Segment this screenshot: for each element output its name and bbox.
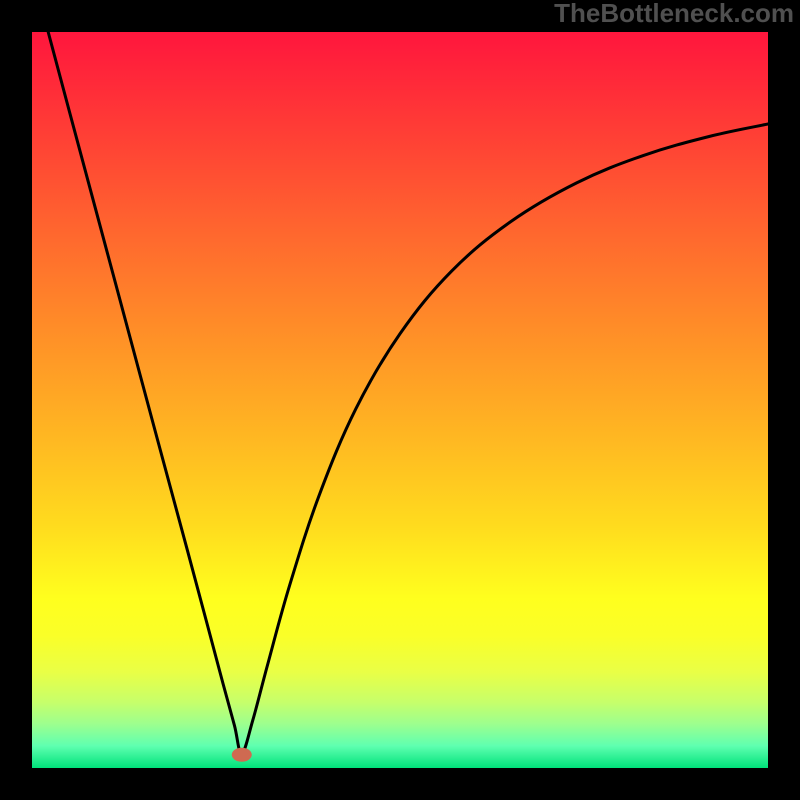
gradient-background (32, 32, 768, 768)
minimum-marker (232, 748, 252, 762)
watermark-text: TheBottleneck.com (554, 0, 794, 26)
chart-frame: TheBottleneck.com (0, 0, 800, 800)
bottleneck-chart (0, 0, 800, 800)
